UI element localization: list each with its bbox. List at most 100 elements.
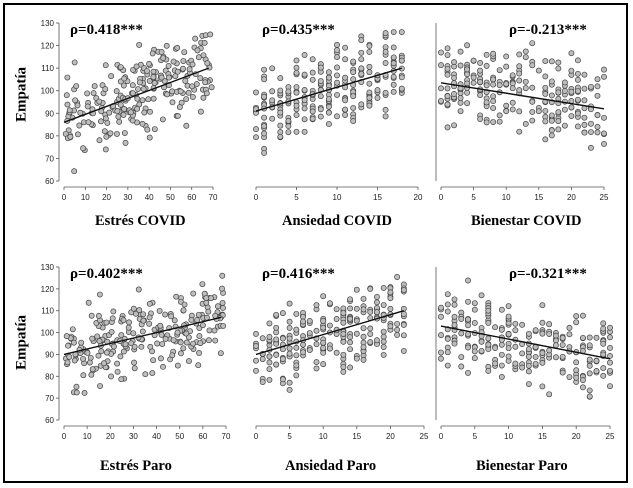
scatter-point [600, 340, 607, 347]
scatter-point [146, 314, 153, 321]
scatter-point [552, 332, 559, 339]
scatter-point [350, 76, 357, 83]
scatter-point [350, 93, 357, 100]
scatter-point [529, 62, 536, 69]
scatter-point [317, 78, 324, 84]
scatter-point [199, 281, 206, 288]
scatter-point [273, 351, 280, 358]
scatter-point [306, 347, 313, 354]
scatter-point [358, 37, 365, 44]
scatter-point [522, 78, 529, 85]
scatter-point [483, 51, 490, 58]
scatter-point [102, 146, 109, 153]
scatter-point [505, 345, 512, 352]
scatter-point [126, 319, 132, 326]
scatter-point [134, 95, 141, 102]
scatter-point [347, 315, 354, 322]
scatter-point [117, 353, 124, 360]
scatter-point [306, 330, 313, 337]
scatter-point [490, 50, 497, 57]
scatter-point [367, 339, 374, 346]
scatter-point [555, 109, 562, 116]
scatter-point [211, 327, 218, 334]
scatter-point [106, 109, 113, 116]
scatter-point [340, 368, 347, 375]
scatter-point [542, 84, 549, 91]
scatter-point [171, 317, 178, 324]
scatter-point [600, 325, 607, 332]
scatter-point [390, 54, 397, 61]
scatter-point [464, 71, 471, 78]
scatter-point [266, 376, 273, 383]
scatter-point [219, 285, 225, 292]
scatter-point [186, 66, 193, 73]
scatter-point [334, 72, 340, 79]
scatter-point [325, 109, 332, 116]
scatter-point [146, 320, 153, 327]
scatter-point [444, 349, 451, 356]
scatter-point [286, 325, 293, 331]
scatter-point [492, 324, 499, 331]
scatter-point [326, 300, 333, 307]
x-tick-label: 25 [606, 432, 615, 441]
y-tick-label: 60 [45, 416, 54, 425]
scatter-point [568, 88, 575, 95]
scatter-point [340, 338, 347, 345]
scatter-point [273, 336, 280, 343]
scatter-point [574, 123, 581, 130]
scatter-point [457, 95, 464, 101]
scatter-point [581, 114, 588, 121]
y-tick-label: 90 [45, 350, 54, 359]
scatter-point [120, 348, 127, 355]
scatter-point [151, 80, 158, 86]
scatter-point [458, 354, 465, 360]
scatter-point [85, 119, 92, 126]
scatter-point [158, 331, 165, 338]
scatter-point [185, 89, 192, 96]
scatter-point [253, 343, 259, 349]
scatter-point [438, 313, 444, 320]
scatter-point [464, 89, 471, 96]
scatter-point [573, 367, 580, 374]
scatter-point [566, 331, 573, 338]
scatter-point [555, 89, 562, 96]
scatter-point [165, 74, 172, 81]
scatter-point [313, 302, 320, 308]
scatter-point [172, 73, 179, 80]
scatter-point [185, 334, 192, 341]
scatter-point [464, 66, 471, 73]
scatter-point [293, 112, 300, 119]
scatter-point [387, 323, 394, 330]
scatter-point [438, 62, 444, 69]
scatter-point [86, 359, 93, 366]
scatter-point [600, 351, 607, 358]
scatter-point [360, 333, 367, 340]
scatter-point [360, 325, 367, 332]
scatter-point [285, 88, 292, 95]
scatter-point [519, 350, 526, 357]
scatter-point [477, 60, 484, 66]
scatter-point [516, 87, 523, 94]
scatter-point [366, 48, 373, 55]
scatter-point [360, 356, 367, 363]
scatter-point [129, 90, 136, 97]
scatter-point [465, 277, 471, 284]
x-tick-label: 0 [62, 193, 67, 202]
scatter-point [334, 41, 340, 48]
regression-line [440, 82, 605, 110]
scatter-point [266, 320, 273, 327]
scatter-point [588, 129, 594, 136]
scatter-point [340, 331, 347, 337]
y-tick-label: 100 [41, 87, 55, 96]
scatter-point [320, 324, 327, 331]
scatter-point [64, 101, 71, 108]
scatter-point [102, 62, 109, 69]
scatter-point [90, 90, 97, 97]
regression-line [255, 67, 402, 112]
scatter-point [465, 322, 471, 329]
scatter-point [471, 300, 478, 307]
scatter-point [113, 88, 120, 95]
scatter-point [559, 353, 566, 360]
scatter-point [522, 48, 529, 55]
scatter-point [586, 393, 593, 400]
